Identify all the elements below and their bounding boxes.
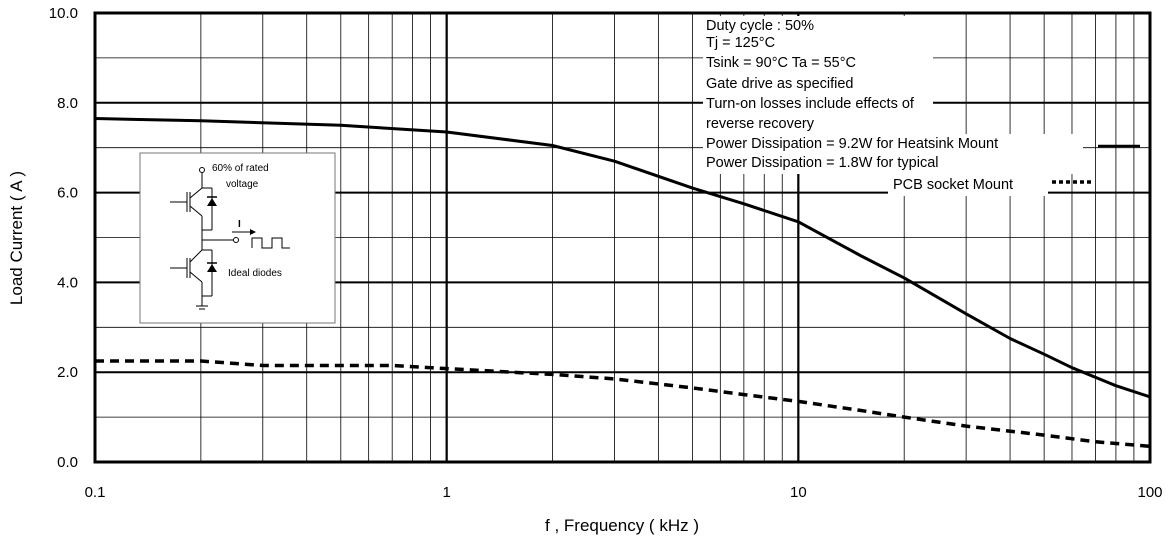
annotation-background bbox=[703, 16, 933, 134]
x-tick-label: 100 bbox=[1137, 484, 1162, 501]
annotation-line: Power Dissipation = 1.8W for typical bbox=[706, 155, 939, 171]
annotation-block: Duty cycle : 50% Tj = 125°C Tsink = 90°C… bbox=[706, 18, 1013, 193]
annotation-line: Tj = 125°C bbox=[706, 35, 775, 51]
inset-label: voltage bbox=[226, 179, 259, 190]
tick-labels: 0.1 1 10 100 0.0 2.0 4.0 6.0 8.0 10.0 bbox=[49, 5, 1163, 501]
annotation-line: Tsink = 90°C Ta = 55°C bbox=[706, 55, 856, 71]
grid bbox=[94, 13, 1151, 462]
annotation-line: Power Dissipation = 9.2W for Heatsink Mo… bbox=[706, 136, 998, 152]
inset-circuit-diagram: 60% of rated voltage Ideal diodes I bbox=[139, 152, 336, 324]
inset-label: 60% of rated bbox=[212, 163, 269, 174]
annotation-line: Duty cycle : 50% bbox=[706, 18, 814, 34]
series-line-pcb bbox=[95, 359, 1151, 449]
y-tick-label: 10.0 bbox=[49, 5, 78, 22]
x-tick-label: 0.1 bbox=[85, 484, 106, 501]
y-axis-label: Load Current ( A ) bbox=[7, 171, 26, 305]
inset-label: I bbox=[238, 219, 241, 230]
y-tick-label: 2.0 bbox=[57, 364, 78, 381]
y-tick-label: 0.0 bbox=[57, 454, 78, 471]
y-tick-label: 4.0 bbox=[57, 274, 78, 291]
annotation-background bbox=[703, 134, 1083, 174]
annotation-line: PCB socket Mount bbox=[893, 177, 1013, 193]
annotation-line: Turn-on losses include effects of bbox=[706, 96, 915, 112]
inset-label: Ideal diodes bbox=[228, 268, 282, 279]
annotation-line: reverse recovery bbox=[706, 116, 815, 132]
x-tick-label: 10 bbox=[790, 484, 807, 501]
x-tick-label: 1 bbox=[442, 484, 450, 501]
x-axis-label: f , Frequency ( kHz ) bbox=[545, 516, 699, 535]
series-layer bbox=[94, 117, 1151, 449]
y-tick-label: 8.0 bbox=[57, 95, 78, 112]
annotation-background bbox=[888, 174, 1048, 196]
annotation-line: Gate drive as specified bbox=[706, 76, 854, 92]
series-line-heatsink bbox=[94, 117, 1151, 399]
plot-frame bbox=[93, 11, 1152, 464]
y-tick-label: 6.0 bbox=[57, 185, 78, 202]
